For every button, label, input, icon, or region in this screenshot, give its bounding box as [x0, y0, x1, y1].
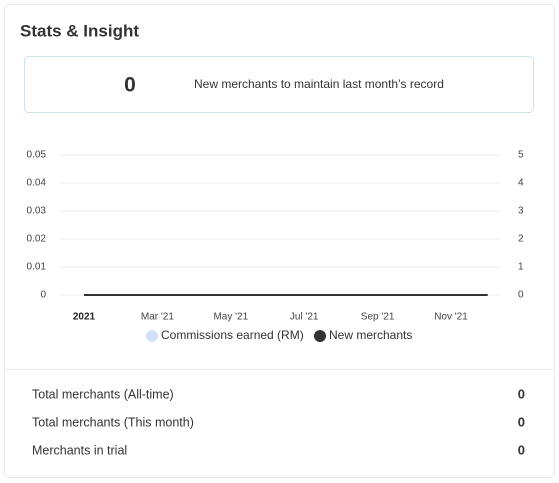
x-tick-label: Nov '21: [434, 312, 468, 323]
stat-value: 0: [518, 414, 525, 429]
x-tick-label: Jul '21: [290, 312, 319, 323]
card-title: Stats & Insight: [20, 21, 139, 40]
y2-tick-label: 1: [518, 262, 524, 273]
legend-swatch: [146, 330, 158, 342]
stat-label: Total merchants (All-time): [32, 387, 174, 401]
x-tick-label: Mar '21: [141, 312, 174, 323]
legend-label: New merchants: [329, 328, 412, 342]
stat-label: Merchants in trial: [32, 443, 127, 457]
y2-tick-label: 4: [518, 178, 524, 189]
y2-tick-label: 5: [518, 150, 524, 161]
card-border: [4, 4, 555, 478]
legend-swatch: [314, 330, 326, 342]
y-tick-label: 0.04: [27, 178, 47, 189]
stat-value: 0: [518, 386, 525, 401]
stat-label: Total merchants (This month): [32, 415, 194, 429]
y2-tick-label: 3: [518, 206, 524, 217]
highlight-label: New merchants to maintain last month’s r…: [194, 77, 444, 91]
y-tick-label: 0.05: [27, 150, 47, 161]
x-tick-label: 2021: [73, 312, 96, 323]
highlight-value: 0: [124, 74, 136, 97]
y-tick-label: 0.03: [27, 206, 47, 217]
y2-tick-label: 0: [518, 290, 524, 301]
highlight-box: [24, 56, 534, 113]
x-tick-label: May '21: [213, 312, 248, 323]
legend-label: Commissions earned (RM): [161, 328, 304, 342]
y2-tick-label: 2: [518, 234, 524, 245]
y-tick-label: 0.01: [27, 262, 47, 273]
y-tick-label: 0: [40, 290, 46, 301]
x-tick-label: Sep '21: [361, 312, 395, 323]
stat-value: 0: [518, 442, 525, 457]
y-tick-label: 0.02: [27, 234, 47, 245]
